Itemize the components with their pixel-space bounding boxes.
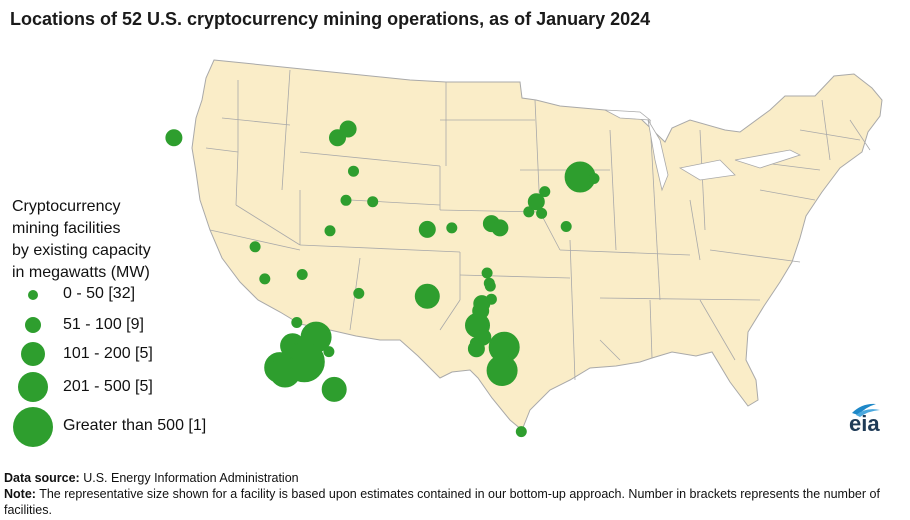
lake	[678, 159, 736, 181]
facility-marker	[414, 283, 440, 309]
legend-label: 51 - 100 [9]	[63, 316, 144, 333]
facility-marker	[515, 426, 527, 438]
facility-marker	[269, 356, 301, 388]
facility-markers	[165, 120, 600, 438]
legend-title-line: mining facilities	[12, 220, 121, 237]
state-border	[609, 129, 617, 251]
state-border	[439, 299, 461, 331]
facility-marker	[418, 220, 436, 238]
eia-logo-icon	[852, 403, 880, 417]
facility-marker	[296, 269, 308, 280]
facility-marker	[486, 355, 518, 386]
map-title: Locations of 52 U.S. cryptocurrency mini…	[10, 9, 651, 29]
state-border	[649, 119, 661, 301]
facility-marker	[523, 206, 535, 218]
legend-item-greater-500: Greater than 500 [1]	[0, 405, 260, 447]
legend-label: 101 - 200 [5]	[63, 345, 153, 362]
facility-marker	[467, 340, 485, 358]
states-layer	[191, 59, 883, 431]
legend-title-line: by existing capacity	[12, 242, 151, 259]
facility-marker	[481, 267, 493, 279]
state-border	[299, 151, 441, 167]
legend-label: 0 - 50 [32]	[63, 285, 136, 302]
facility-marker	[367, 196, 379, 208]
us-map	[165, 59, 883, 438]
eia-logo-text: eia	[849, 411, 880, 436]
state-border	[559, 249, 691, 256]
lake	[604, 109, 652, 121]
state-border	[709, 249, 801, 263]
facility-marker	[484, 280, 496, 292]
note-line: Note: The representative size shown for …	[4, 486, 904, 518]
facility-marker	[588, 173, 600, 184]
state-border	[599, 339, 621, 361]
facility-marker	[353, 287, 365, 299]
footer: Data source: U.S. Energy Information Adm…	[4, 470, 904, 518]
legend-swatch	[21, 342, 45, 366]
facility-marker	[340, 194, 352, 206]
state-border	[281, 69, 291, 191]
legend-item-201-500: 201 - 500 [5]	[0, 370, 260, 410]
legend-title-line: in megawatts (MW)	[12, 264, 150, 281]
facility-marker	[536, 207, 548, 219]
state-border	[699, 299, 736, 361]
facility-marker	[527, 193, 545, 211]
state-border	[221, 117, 291, 126]
state-border	[209, 229, 301, 251]
facility-marker	[259, 273, 271, 285]
state-border	[849, 119, 871, 151]
facility-marker	[491, 219, 509, 237]
facility-marker	[323, 346, 335, 358]
facility-marker	[485, 293, 497, 305]
state-border	[299, 244, 461, 253]
facility-marker	[165, 129, 183, 147]
facility-marker	[324, 225, 336, 237]
state-border	[689, 199, 701, 261]
lake	[734, 149, 802, 169]
facility-marker	[339, 120, 357, 138]
note-text: The representative size shown for a faci…	[4, 487, 880, 517]
facility-marker	[539, 186, 551, 198]
state-border	[235, 204, 301, 246]
state-border	[235, 80, 239, 206]
facility-marker	[321, 376, 347, 402]
state-border	[799, 129, 861, 141]
data-source-line: Data source: U.S. Energy Information Adm…	[4, 470, 904, 486]
state-border	[459, 274, 571, 279]
legend-title: Cryptocurrency mining facilities by exis…	[12, 196, 212, 284]
legend-item-51-100: 51 - 100 [9]	[0, 313, 260, 353]
note-label: Note:	[4, 487, 36, 501]
state-border	[599, 297, 761, 301]
facility-marker	[560, 221, 572, 232]
legend-label: 201 - 500 [5]	[63, 378, 153, 395]
facility-marker	[291, 317, 303, 328]
legend-item-0-50: 0 - 50 [32]	[0, 283, 260, 323]
lake	[647, 119, 669, 192]
legend-title-line: Cryptocurrency	[12, 198, 121, 215]
legend-swatch	[18, 372, 48, 402]
state-border	[569, 239, 576, 381]
state-border	[205, 147, 239, 153]
legend-swatch	[28, 290, 38, 300]
facility-marker	[348, 165, 359, 177]
legend-swatch	[25, 317, 41, 333]
facility-marker	[446, 222, 458, 234]
state-border	[821, 99, 831, 161]
facility-marker	[249, 241, 261, 253]
data-source-label: Data source:	[4, 471, 80, 485]
data-source-text: U.S. Energy Information Administration	[83, 471, 299, 485]
legend-item-101-200: 101 - 200 [5]	[0, 340, 260, 380]
state-border	[349, 199, 441, 206]
state-border	[759, 189, 816, 201]
state-border	[649, 299, 653, 359]
legend-label: Greater than 500 [1]	[63, 417, 207, 434]
legend-swatch	[13, 407, 53, 447]
